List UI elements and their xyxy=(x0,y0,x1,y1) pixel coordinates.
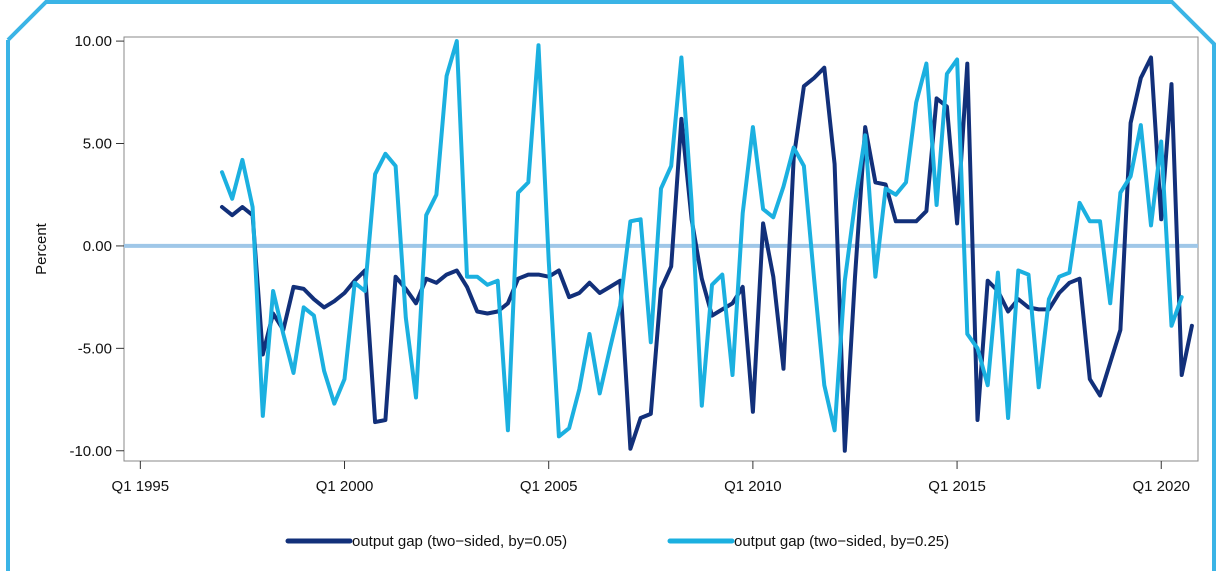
x-tick-label: Q1 2000 xyxy=(316,478,374,495)
x-tick-label: Q1 2005 xyxy=(520,478,578,495)
x-tick-label: Q1 2020 xyxy=(1132,478,1190,495)
x-tick-label: Q1 2015 xyxy=(928,478,986,495)
y-axis-title: Percent xyxy=(33,222,50,275)
y-tick-label: 5.00 xyxy=(83,136,112,153)
x-axis: Q1 1995 Q1 2000 Q1 2005 Q1 2010 Q1 2015 Q1 20… xyxy=(112,461,1190,495)
x-tick-label: Q1 1995 xyxy=(112,478,170,495)
x-tick-label: Q1 2010 xyxy=(724,478,782,495)
y-tick-label: 10.00 xyxy=(74,33,112,50)
legend-label-series-2: output gap (two−sided, by=0.25) xyxy=(734,533,949,550)
series-line-2 xyxy=(220,39,1184,439)
y-tick-label: 0.00 xyxy=(83,238,112,255)
chart-frame xyxy=(6,0,1216,571)
plot-area xyxy=(123,36,1199,462)
y-tick-label: -10.00 xyxy=(69,443,112,460)
y-tick-label: -5.00 xyxy=(78,340,112,357)
legend: output gap (two−sided, by=0.05) output g… xyxy=(285,533,949,550)
legend-label-series-1: output gap (two−sided, by=0.05) xyxy=(352,533,567,550)
series-layer xyxy=(220,39,1194,453)
y-axis: 10.00 5.00 0.00 -5.00 -10.00 xyxy=(69,33,124,460)
